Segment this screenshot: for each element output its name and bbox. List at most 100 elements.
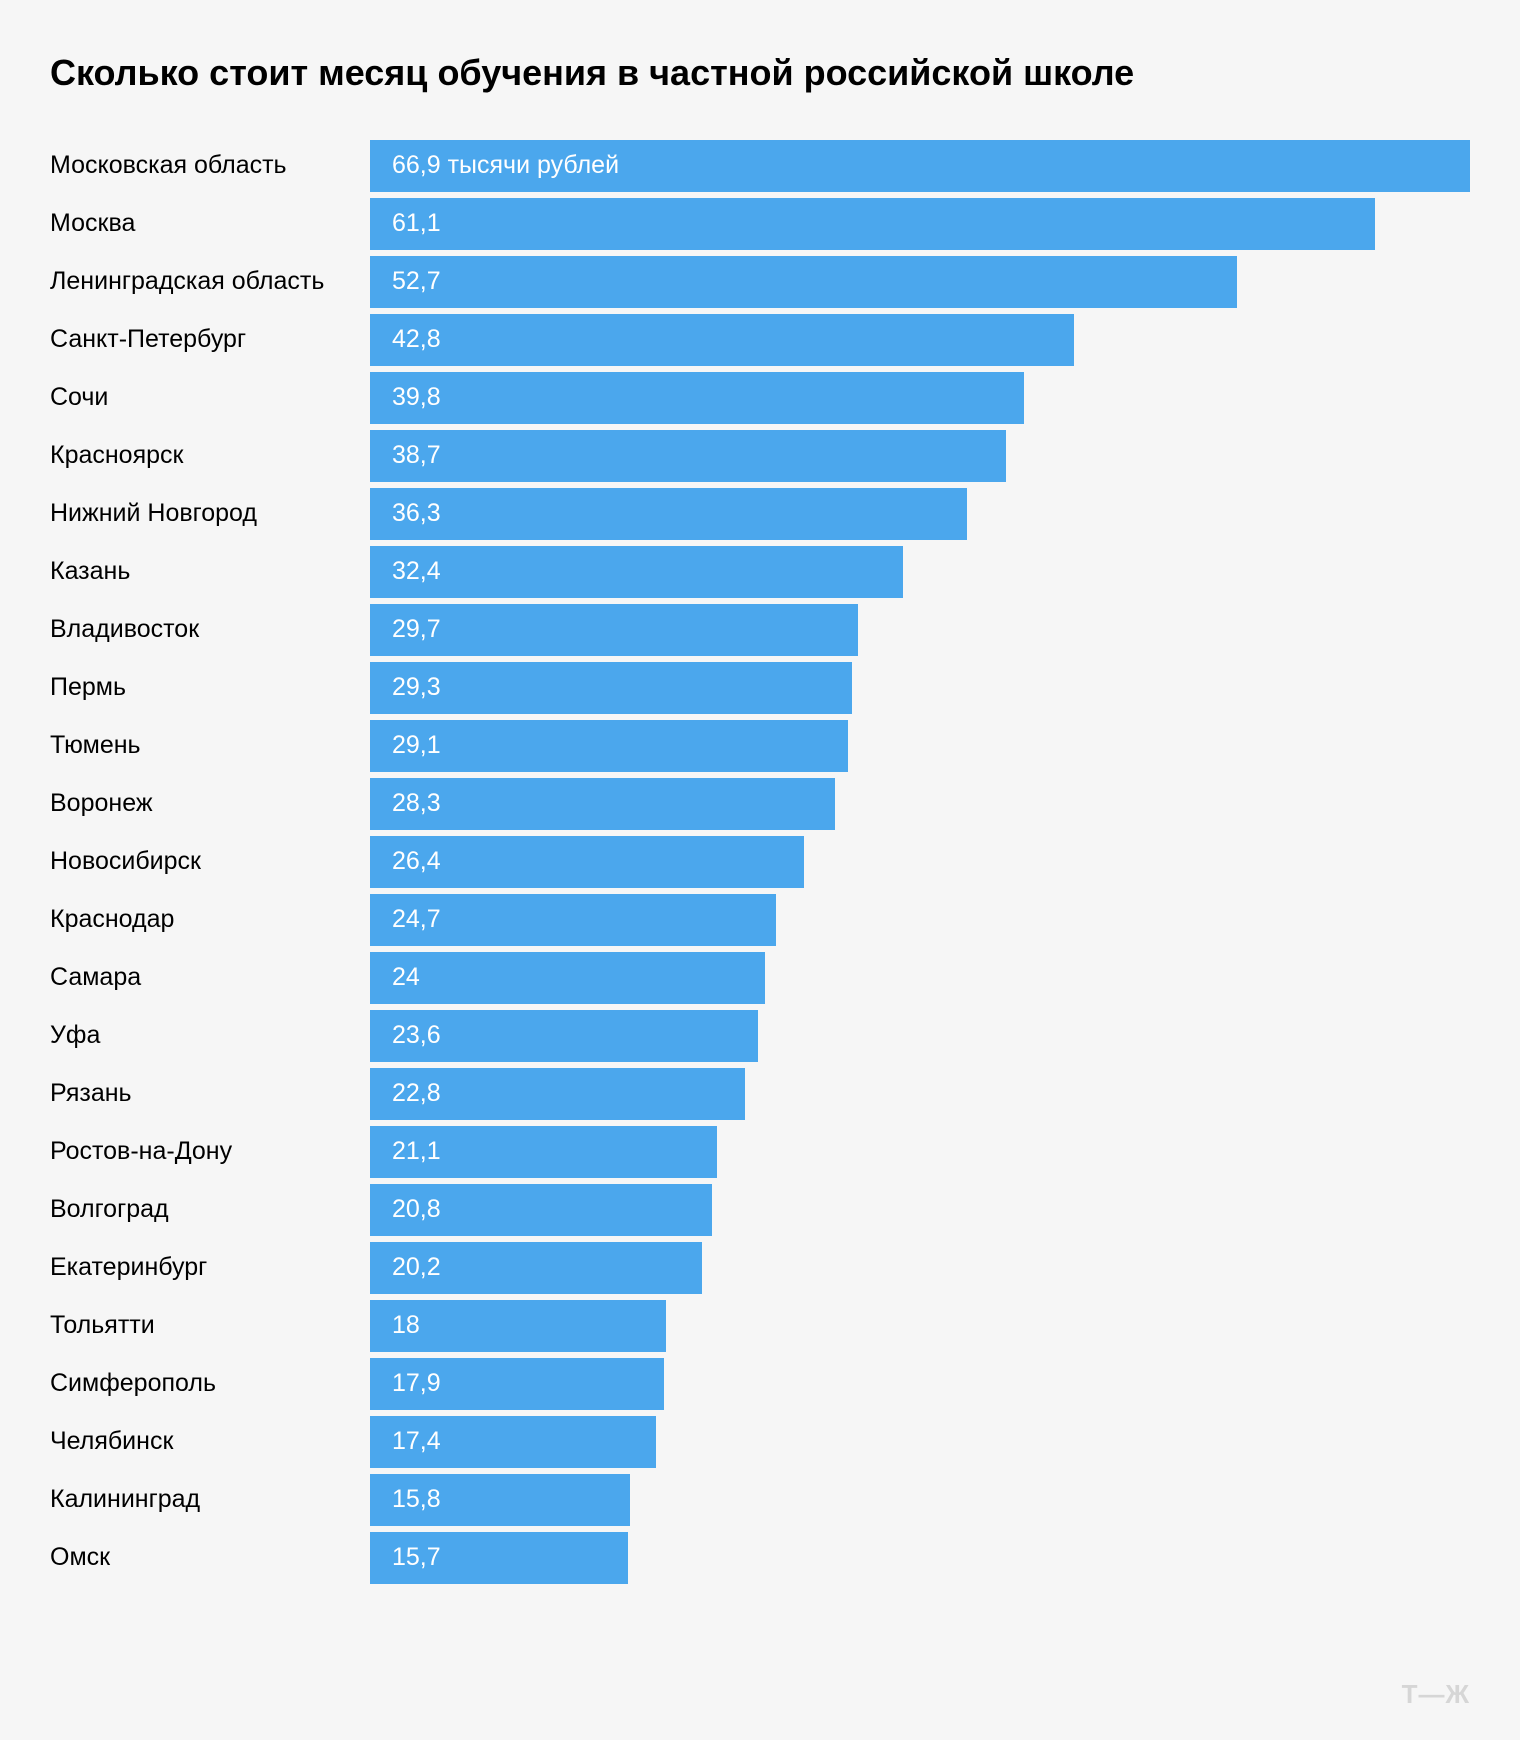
bar: 24,7 [370,894,776,946]
bar: 17,4 [370,1416,656,1468]
bar: 26,4 [370,836,804,888]
chart-row: Казань32,4 [50,543,1470,601]
bar-label: Рязань [50,1079,370,1108]
bar-area: 24,7 [370,891,1470,949]
bar-label: Пермь [50,673,370,702]
bar-label: Калининград [50,1485,370,1514]
bar: 38,7 [370,430,1006,482]
bar-area: 42,8 [370,311,1470,369]
chart-row: Омск15,7 [50,1529,1470,1587]
bar-label: Самара [50,963,370,992]
chart-row: Калининград15,8 [50,1471,1470,1529]
bar-area: 22,8 [370,1065,1470,1123]
chart-row: Санкт-Петербург42,8 [50,311,1470,369]
chart-row: Пермь29,3 [50,659,1470,717]
bar: 18 [370,1300,666,1352]
bar-label: Красноярск [50,441,370,470]
bar-area: 18 [370,1297,1470,1355]
chart-row: Сочи39,8 [50,369,1470,427]
bar-area: 20,2 [370,1239,1470,1297]
chart-row: Тюмень29,1 [50,717,1470,775]
watermark: Т—Ж [1402,1679,1470,1710]
chart-row: Владивосток29,7 [50,601,1470,659]
bar-area: 36,3 [370,485,1470,543]
bar-area: 15,8 [370,1471,1470,1529]
bar-label: Ростов-на-Дону [50,1137,370,1166]
bar: 15,7 [370,1532,628,1584]
bar-chart: Московская область66,9 тысячи рублейМоск… [50,137,1470,1587]
chart-row: Москва61,1 [50,195,1470,253]
bar-label: Казань [50,557,370,586]
bar-label: Ленинградская область [50,267,370,296]
bar-area: 29,3 [370,659,1470,717]
chart-row: Тольятти18 [50,1297,1470,1355]
chart-row: Ленинградская область52,7 [50,253,1470,311]
bar: 66,9 тысячи рублей [370,140,1470,192]
bar: 17,9 [370,1358,664,1410]
bar: 20,8 [370,1184,712,1236]
chart-row: Нижний Новгород36,3 [50,485,1470,543]
bar-area: 38,7 [370,427,1470,485]
bar-label: Волгоград [50,1195,370,1224]
bar-area: 66,9 тысячи рублей [370,137,1470,195]
bar-label: Симферополь [50,1369,370,1398]
bar-label: Краснодар [50,905,370,934]
bar-label: Нижний Новгород [50,499,370,528]
bar: 29,1 [370,720,848,772]
chart-row: Новосибирск26,4 [50,833,1470,891]
bar-label: Московская область [50,151,370,180]
bar: 23,6 [370,1010,758,1062]
bar-label: Новосибирск [50,847,370,876]
chart-row: Екатеринбург20,2 [50,1239,1470,1297]
chart-row: Московская область66,9 тысячи рублей [50,137,1470,195]
bar-label: Екатеринбург [50,1253,370,1282]
chart-row: Симферополь17,9 [50,1355,1470,1413]
bar-area: 17,9 [370,1355,1470,1413]
chart-row: Красноярск38,7 [50,427,1470,485]
chart-row: Воронеж28,3 [50,775,1470,833]
bar-area: 29,7 [370,601,1470,659]
bar-area: 21,1 [370,1123,1470,1181]
bar: 29,7 [370,604,858,656]
chart-container: Сколько стоит месяц обучения в частной р… [0,0,1520,1740]
bar-label: Владивосток [50,615,370,644]
bar-area: 32,4 [370,543,1470,601]
bar: 15,8 [370,1474,630,1526]
chart-row: Краснодар24,7 [50,891,1470,949]
bar-label: Уфа [50,1021,370,1050]
bar: 24 [370,952,765,1004]
bar-area: 24 [370,949,1470,1007]
bar-label: Омск [50,1543,370,1572]
bar-area: 39,8 [370,369,1470,427]
bar-label: Санкт-Петербург [50,325,370,354]
bar: 32,4 [370,546,903,598]
bar-area: 61,1 [370,195,1470,253]
bar: 20,2 [370,1242,702,1294]
chart-title: Сколько стоит месяц обучения в частной р… [50,50,1470,97]
bar: 61,1 [370,198,1375,250]
bar-label: Тольятти [50,1311,370,1340]
bar: 42,8 [370,314,1074,366]
chart-row: Самара24 [50,949,1470,1007]
chart-row: Волгоград20,8 [50,1181,1470,1239]
bar: 22,8 [370,1068,745,1120]
bar-area: 23,6 [370,1007,1470,1065]
bar-label: Тюмень [50,731,370,760]
bar: 21,1 [370,1126,717,1178]
bar-area: 15,7 [370,1529,1470,1587]
chart-row: Уфа23,6 [50,1007,1470,1065]
bar-label: Сочи [50,383,370,412]
bar-label: Воронеж [50,789,370,818]
chart-row: Челябинск17,4 [50,1413,1470,1471]
bar: 28,3 [370,778,835,830]
bar: 29,3 [370,662,852,714]
bar: 39,8 [370,372,1024,424]
bar: 36,3 [370,488,967,540]
bar-area: 26,4 [370,833,1470,891]
bar-area: 17,4 [370,1413,1470,1471]
bar-area: 29,1 [370,717,1470,775]
chart-row: Рязань22,8 [50,1065,1470,1123]
bar-area: 28,3 [370,775,1470,833]
bar-area: 52,7 [370,253,1470,311]
chart-row: Ростов-на-Дону21,1 [50,1123,1470,1181]
